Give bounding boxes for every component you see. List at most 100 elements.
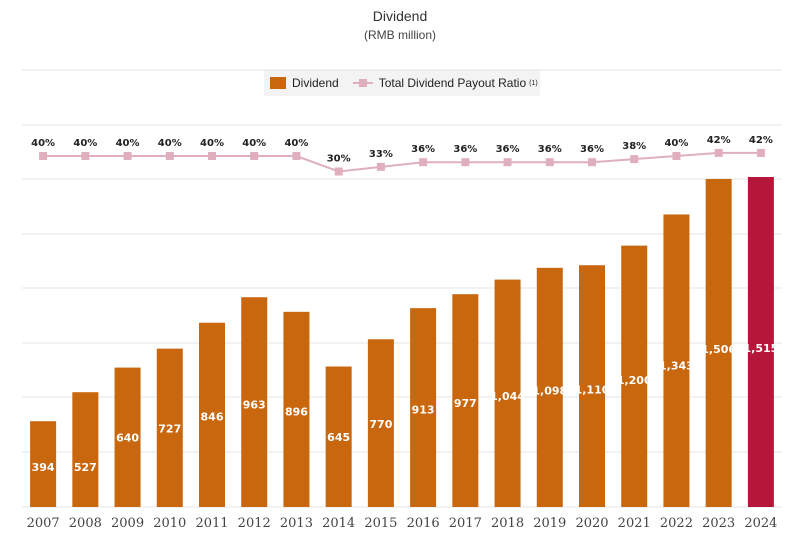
bar-value-label: 394 (32, 461, 55, 474)
bar-2012 (241, 297, 268, 507)
payout-ratio-marker (81, 152, 90, 160)
bar-2024 (747, 177, 774, 507)
payout-ratio-label: 38% (622, 141, 646, 152)
payout-ratio-marker (419, 158, 428, 167)
payout-ratio-marker (503, 158, 512, 167)
payout-ratio-label: 42% (707, 135, 731, 146)
payout-ratio-label: 40% (73, 138, 97, 149)
x-tick-label: 2016 (407, 516, 440, 531)
payout-ratio-marker (334, 167, 343, 176)
chart-legend: Dividend Total Dividend Payout Ratio (1) (264, 70, 540, 96)
bar-2019 (536, 267, 563, 507)
bar-2022 (663, 214, 690, 508)
chart-subtitle: (RMB million) (364, 28, 436, 42)
payout-ratio-label: 33% (369, 149, 393, 160)
bar-value-label: 1,044 (490, 390, 525, 403)
payout-ratio-label: 40% (284, 138, 308, 149)
x-tick-label: 2010 (153, 516, 186, 531)
payout-ratio-label: 36% (411, 144, 435, 155)
legend-label-payout-ratio: Total Dividend Payout Ratio (378, 76, 527, 90)
x-tick-label: 2021 (618, 516, 651, 531)
x-tick-label: 2012 (238, 516, 271, 531)
bar-2017 (452, 294, 479, 507)
bar-value-label: 896 (285, 405, 308, 418)
x-tick-label: 2019 (533, 516, 566, 531)
bar-value-label: 1,343 (659, 360, 694, 373)
bar-value-label: 977 (454, 397, 477, 410)
bar-2008 (72, 392, 99, 507)
bar-value-label: 727 (158, 423, 181, 436)
x-tick-label: 2017 (449, 516, 482, 531)
chart-title: Dividend (372, 8, 428, 24)
payout-ratio-label: 36% (496, 144, 520, 155)
x-tick-label: 2023 (702, 516, 735, 531)
x-tick-label: 2015 (364, 516, 397, 531)
x-tick-label: 2020 (575, 516, 608, 531)
bar-value-label: 963 (243, 398, 266, 411)
x-tick-label: 2013 (280, 516, 313, 531)
payout-ratio-marker (672, 152, 681, 160)
legend-swatch-bar (270, 77, 286, 89)
bar-2016 (410, 308, 437, 507)
payout-ratio-marker (756, 148, 765, 157)
x-tick-label: 2014 (322, 516, 355, 531)
legend-label-dividend: Dividend (292, 76, 339, 90)
x-tick-label: 2007 (27, 516, 60, 531)
payout-ratio-marker (714, 148, 723, 157)
payout-ratio-label: 30% (327, 154, 351, 165)
payout-ratio-marker (545, 158, 554, 167)
payout-ratio-label: 40% (31, 138, 55, 149)
bar-value-label: 1,098 (532, 385, 567, 398)
x-tick-label: 2024 (744, 516, 777, 531)
payout-ratio-label: 36% (453, 144, 477, 155)
bar-value-label: 846 (201, 410, 224, 423)
bar-2018 (494, 279, 521, 507)
payout-ratio-marker (588, 158, 596, 167)
bar-2015 (367, 339, 394, 507)
payout-ratio-marker (630, 155, 639, 164)
payout-ratio-label: 40% (200, 138, 224, 149)
bar-value-label: 1,200 (617, 374, 652, 387)
bar-value-label: 1,506 (701, 343, 736, 356)
bar-value-label: 770 (369, 418, 392, 431)
payout-ratio-line (43, 151, 761, 173)
payout-ratio-label: 40% (242, 138, 266, 149)
payout-ratio-label: 40% (664, 138, 688, 149)
bar-2023 (705, 178, 732, 508)
payout-ratio-marker (123, 152, 132, 160)
bar-2014 (325, 366, 352, 507)
bar-2007 (30, 421, 57, 507)
bar-value-label: 1,110 (575, 383, 610, 396)
x-tick-label: 2022 (660, 516, 693, 531)
x-tick-label: 2011 (195, 516, 228, 531)
bar-2010 (156, 348, 183, 507)
payout-ratio-label: 42% (749, 135, 773, 146)
x-tick-label: 2018 (491, 516, 524, 531)
bar-value-label: 1,515 (743, 342, 778, 355)
legend-item-payout-ratio: Total Dividend Payout Ratio (1) (339, 76, 538, 90)
legend-swatch-line (352, 77, 373, 89)
payout-ratio-marker (461, 158, 470, 167)
legend-item-dividend: Dividend (264, 76, 339, 90)
bar-2011 (199, 322, 225, 507)
bar-value-label: 913 (412, 404, 435, 417)
payout-ratio-marker (165, 152, 174, 160)
bar-2009 (114, 367, 141, 507)
legend-footnote-marker: (1) (529, 79, 538, 87)
bar-2021 (621, 245, 648, 507)
bar-value-label: 640 (116, 431, 139, 444)
bar-value-label: 645 (327, 431, 350, 444)
payout-ratio-marker (292, 152, 301, 160)
payout-ratio-label: 36% (580, 144, 604, 155)
payout-ratio-marker (208, 152, 216, 160)
bar-2020 (579, 265, 605, 507)
payout-ratio-label: 36% (538, 144, 562, 155)
payout-ratio-label: 40% (158, 138, 182, 149)
payout-ratio-label: 40% (116, 138, 140, 149)
payout-ratio-marker (376, 162, 385, 171)
bar-value-label: 527 (74, 461, 97, 474)
payout-ratio-marker (250, 152, 259, 160)
bar-2013 (283, 311, 310, 507)
payout-ratio-marker (39, 152, 48, 160)
